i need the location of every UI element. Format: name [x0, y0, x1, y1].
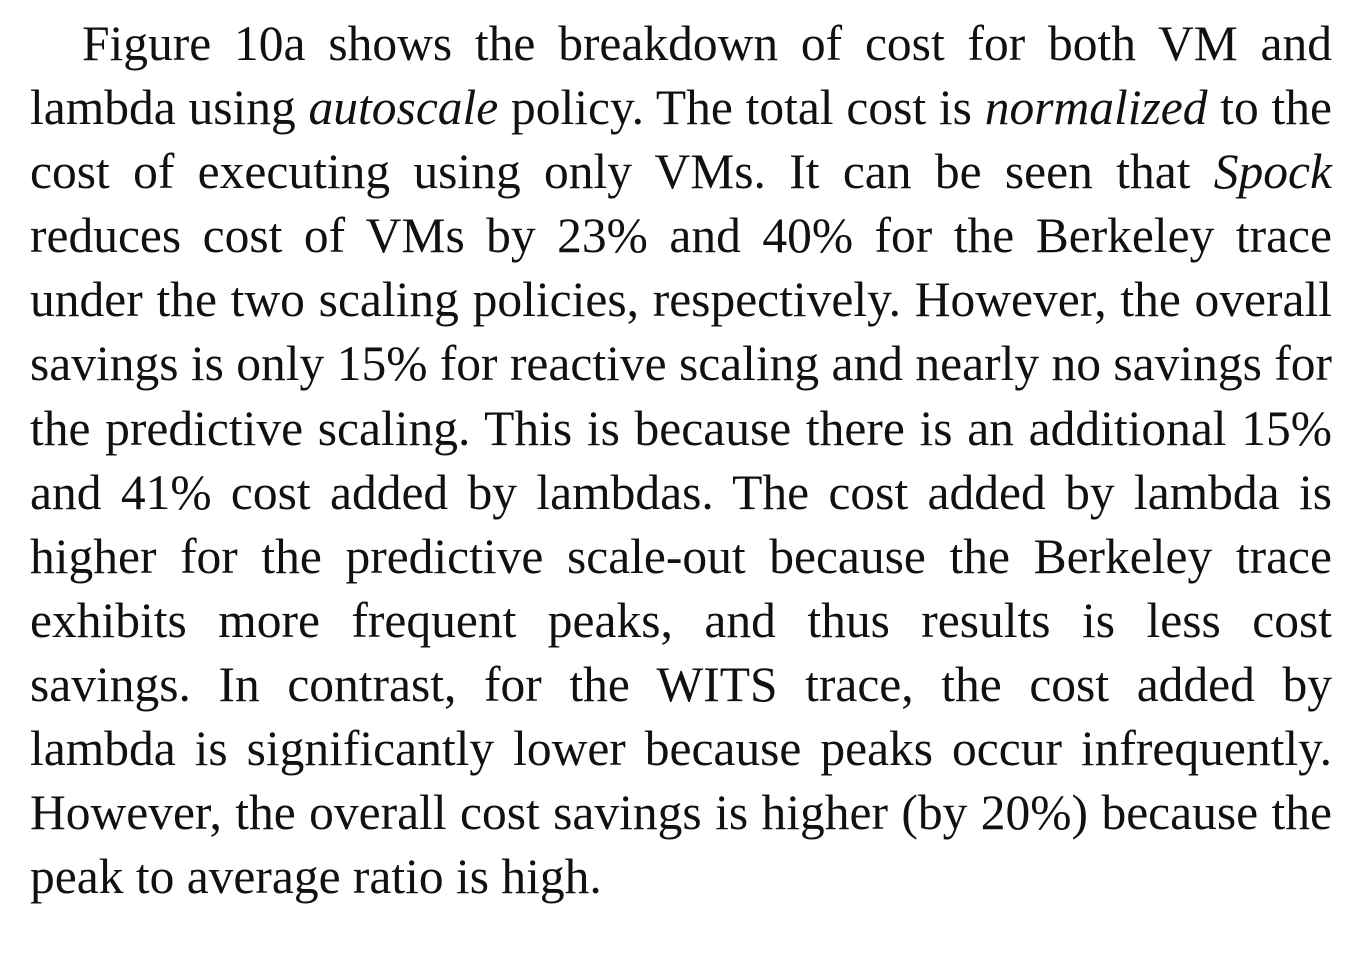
emphasis-spock: Spock — [1213, 144, 1332, 200]
emphasis-autoscale: autoscale — [308, 80, 499, 136]
text-segment: reduces cost of VMs by 23% and 40% for t… — [30, 208, 1332, 905]
text-segment: Figure 10a shows the breakdown of cost f… — [30, 16, 1332, 136]
text-segment: policy. The total cost is — [498, 80, 985, 136]
emphasis-normalized: normalized — [984, 80, 1208, 136]
body-paragraph: Figure 10a shows the breakdown of cost f… — [30, 12, 1332, 909]
text-segment: to the cost of executing using only VMs.… — [30, 80, 1332, 200]
